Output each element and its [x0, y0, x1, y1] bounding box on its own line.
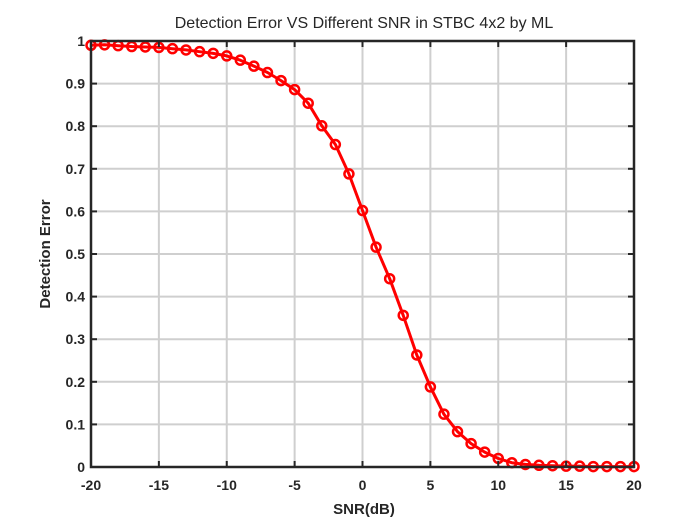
data-point [193, 45, 206, 58]
x-tick-label: 0 [359, 477, 367, 493]
data-point [261, 66, 274, 79]
data-point [383, 272, 396, 285]
y-tick-label: 0.4 [66, 289, 86, 305]
data-point [288, 83, 301, 96]
data-point [221, 50, 233, 62]
data-point [356, 204, 369, 217]
y-axis-label: Detection Error [37, 199, 54, 308]
data-point [343, 168, 355, 180]
data-point [180, 44, 192, 56]
data-point [370, 241, 382, 253]
x-tick-label: -5 [288, 477, 301, 493]
x-tick-label: 10 [490, 477, 506, 493]
data-point [248, 60, 260, 72]
x-tick-label: 5 [426, 477, 434, 493]
x-tick-label: 20 [626, 477, 642, 493]
data-point [329, 138, 342, 151]
y-tick-label: 0.7 [66, 161, 86, 177]
y-tick-label: 0.3 [66, 331, 86, 347]
x-tick-label: -20 [81, 477, 101, 493]
data-point [139, 41, 152, 53]
y-tick-label: 0.2 [66, 374, 86, 390]
x-axis-label: SNR(dB) [333, 501, 395, 518]
data-point [316, 120, 328, 132]
data-point [166, 42, 179, 55]
data-point [533, 459, 545, 472]
axis-ticks: -20 -15 -10 -5 0 5 10 15 20 0 0.1 0.2 0.3 0.4 0.5 0.6 0.… [66, 33, 642, 493]
y-tick-label: 0.1 [66, 416, 86, 432]
x-tick-label: 15 [558, 477, 574, 493]
data-point [424, 381, 437, 393]
data-point [411, 349, 423, 361]
data-point [451, 425, 464, 438]
data-point [302, 97, 314, 109]
y-tick-label: 0.9 [66, 76, 86, 92]
x-tick-label: -15 [149, 477, 169, 493]
x-tick-label: -10 [217, 477, 237, 493]
data-point [546, 459, 559, 472]
data-point [207, 47, 219, 60]
y-tick-label: 0.5 [66, 246, 86, 262]
y-tick-label: 0 [77, 459, 85, 475]
y-tick-label: 1 [77, 33, 85, 49]
grid-lines [91, 41, 634, 467]
data-point [397, 309, 409, 322]
data-point [465, 437, 477, 450]
data-point [275, 74, 287, 87]
data-point [438, 408, 450, 420]
y-tick-label: 0.6 [66, 203, 86, 219]
y-tick-label: 0.8 [66, 118, 86, 134]
data-point [478, 446, 491, 458]
chart-title: Detection Error VS Different SNR in STBC… [175, 15, 554, 32]
data-point [519, 458, 532, 471]
data-point [234, 54, 247, 66]
